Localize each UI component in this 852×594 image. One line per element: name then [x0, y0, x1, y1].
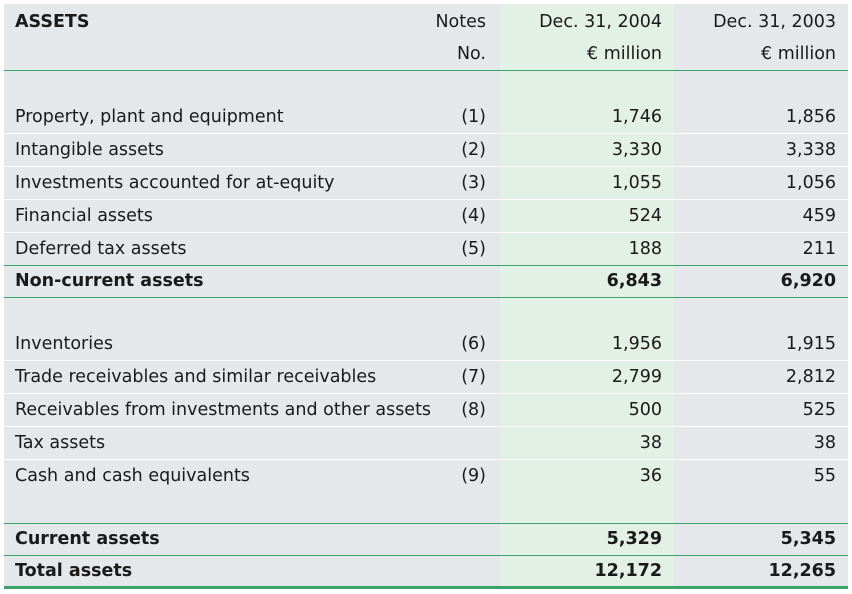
subtotal-value-2004: 6,843 — [606, 271, 662, 291]
row-value-2003: 525 — [802, 400, 836, 420]
row-label: Investments accounted for at-equity — [15, 173, 335, 193]
row-value-2003: 1,915 — [785, 334, 836, 354]
row-value-2003: 2,812 — [785, 367, 836, 387]
row-label: Intangible assets — [15, 140, 164, 160]
row-note: (5) — [461, 239, 486, 259]
notes-header: Notes — [435, 12, 486, 32]
row-divider — [4, 199, 848, 200]
subtotal-label: Current assets — [15, 529, 160, 549]
row-divider — [4, 360, 848, 361]
row-label: Receivables from investments and other a… — [15, 400, 432, 420]
row-divider — [4, 426, 848, 427]
row-value-2004: 1,956 — [611, 334, 662, 354]
balance-sheet-table: ASSETS Notes Dec. 31, 2004 Dec. 31, 2003… — [4, 4, 848, 589]
row-note: (9) — [461, 466, 486, 486]
row-value-2003: 38 — [813, 433, 836, 453]
col-2004-header: Dec. 31, 2004 — [539, 12, 662, 32]
row-value-2004: 188 — [628, 239, 662, 259]
row-label: Property, plant and equipment — [15, 107, 284, 127]
row-value-2004: 2,799 — [611, 367, 662, 387]
row-label: Financial assets — [15, 206, 153, 226]
row-value-2004: 524 — [628, 206, 662, 226]
row-value-2003: 211 — [802, 239, 836, 259]
row-divider — [4, 232, 848, 233]
subtotal-value-2003: 6,920 — [780, 271, 836, 291]
row-value-2003: 459 — [802, 206, 836, 226]
notes-no-header: No. — [456, 44, 486, 64]
col-2003-header: Dec. 31, 2003 — [713, 12, 836, 32]
row-value-2004: 1,746 — [611, 107, 662, 127]
row-divider — [4, 393, 848, 394]
row-value-2004: 3,330 — [611, 140, 662, 160]
total-divider-bottom — [4, 586, 848, 589]
subtotal-divider-top — [4, 265, 848, 266]
row-value-2003: 55 — [813, 466, 836, 486]
row-value-2003: 1,056 — [785, 173, 836, 193]
highlight-column-2004 — [500, 4, 674, 589]
row-divider — [4, 133, 848, 134]
row-label: Inventories — [15, 334, 113, 354]
subtotal-label: Non-current assets — [15, 271, 204, 291]
row-note: (8) — [461, 400, 486, 420]
row-note: (4) — [461, 206, 486, 226]
row-label: Cash and cash equivalents — [15, 466, 250, 486]
row-value-2004: 36 — [639, 466, 662, 486]
row-divider — [4, 459, 848, 460]
row-note: (1) — [461, 107, 486, 127]
row-value-2003: 3,338 — [785, 140, 836, 160]
total-divider-top — [4, 555, 848, 556]
row-note: (3) — [461, 173, 486, 193]
total-value-2003: 12,265 — [768, 561, 836, 581]
row-value-2003: 1,856 — [785, 107, 836, 127]
col-2003-unit: € million — [761, 44, 836, 64]
total-label: Total assets — [15, 561, 133, 581]
row-value-2004: 1,055 — [611, 173, 662, 193]
row-divider — [4, 166, 848, 167]
subtotal-divider-bottom — [4, 297, 848, 298]
total-value-2004: 12,172 — [594, 561, 662, 581]
table-title: ASSETS — [15, 12, 90, 32]
subtotal-divider-top — [4, 523, 848, 524]
subtotal-value-2003: 5,345 — [780, 529, 836, 549]
row-label: Tax assets — [15, 433, 106, 453]
col-2004-unit: € million — [587, 44, 662, 64]
row-note: (7) — [461, 367, 486, 387]
row-value-2004: 500 — [628, 400, 662, 420]
row-label: Deferred tax assets — [15, 239, 187, 259]
row-note: (2) — [461, 140, 486, 160]
row-value-2004: 38 — [639, 433, 662, 453]
row-note: (6) — [461, 334, 486, 354]
row-label: Trade receivables and similar receivable… — [15, 367, 377, 387]
subtotal-value-2004: 5,329 — [606, 529, 662, 549]
header-divider — [4, 70, 848, 71]
